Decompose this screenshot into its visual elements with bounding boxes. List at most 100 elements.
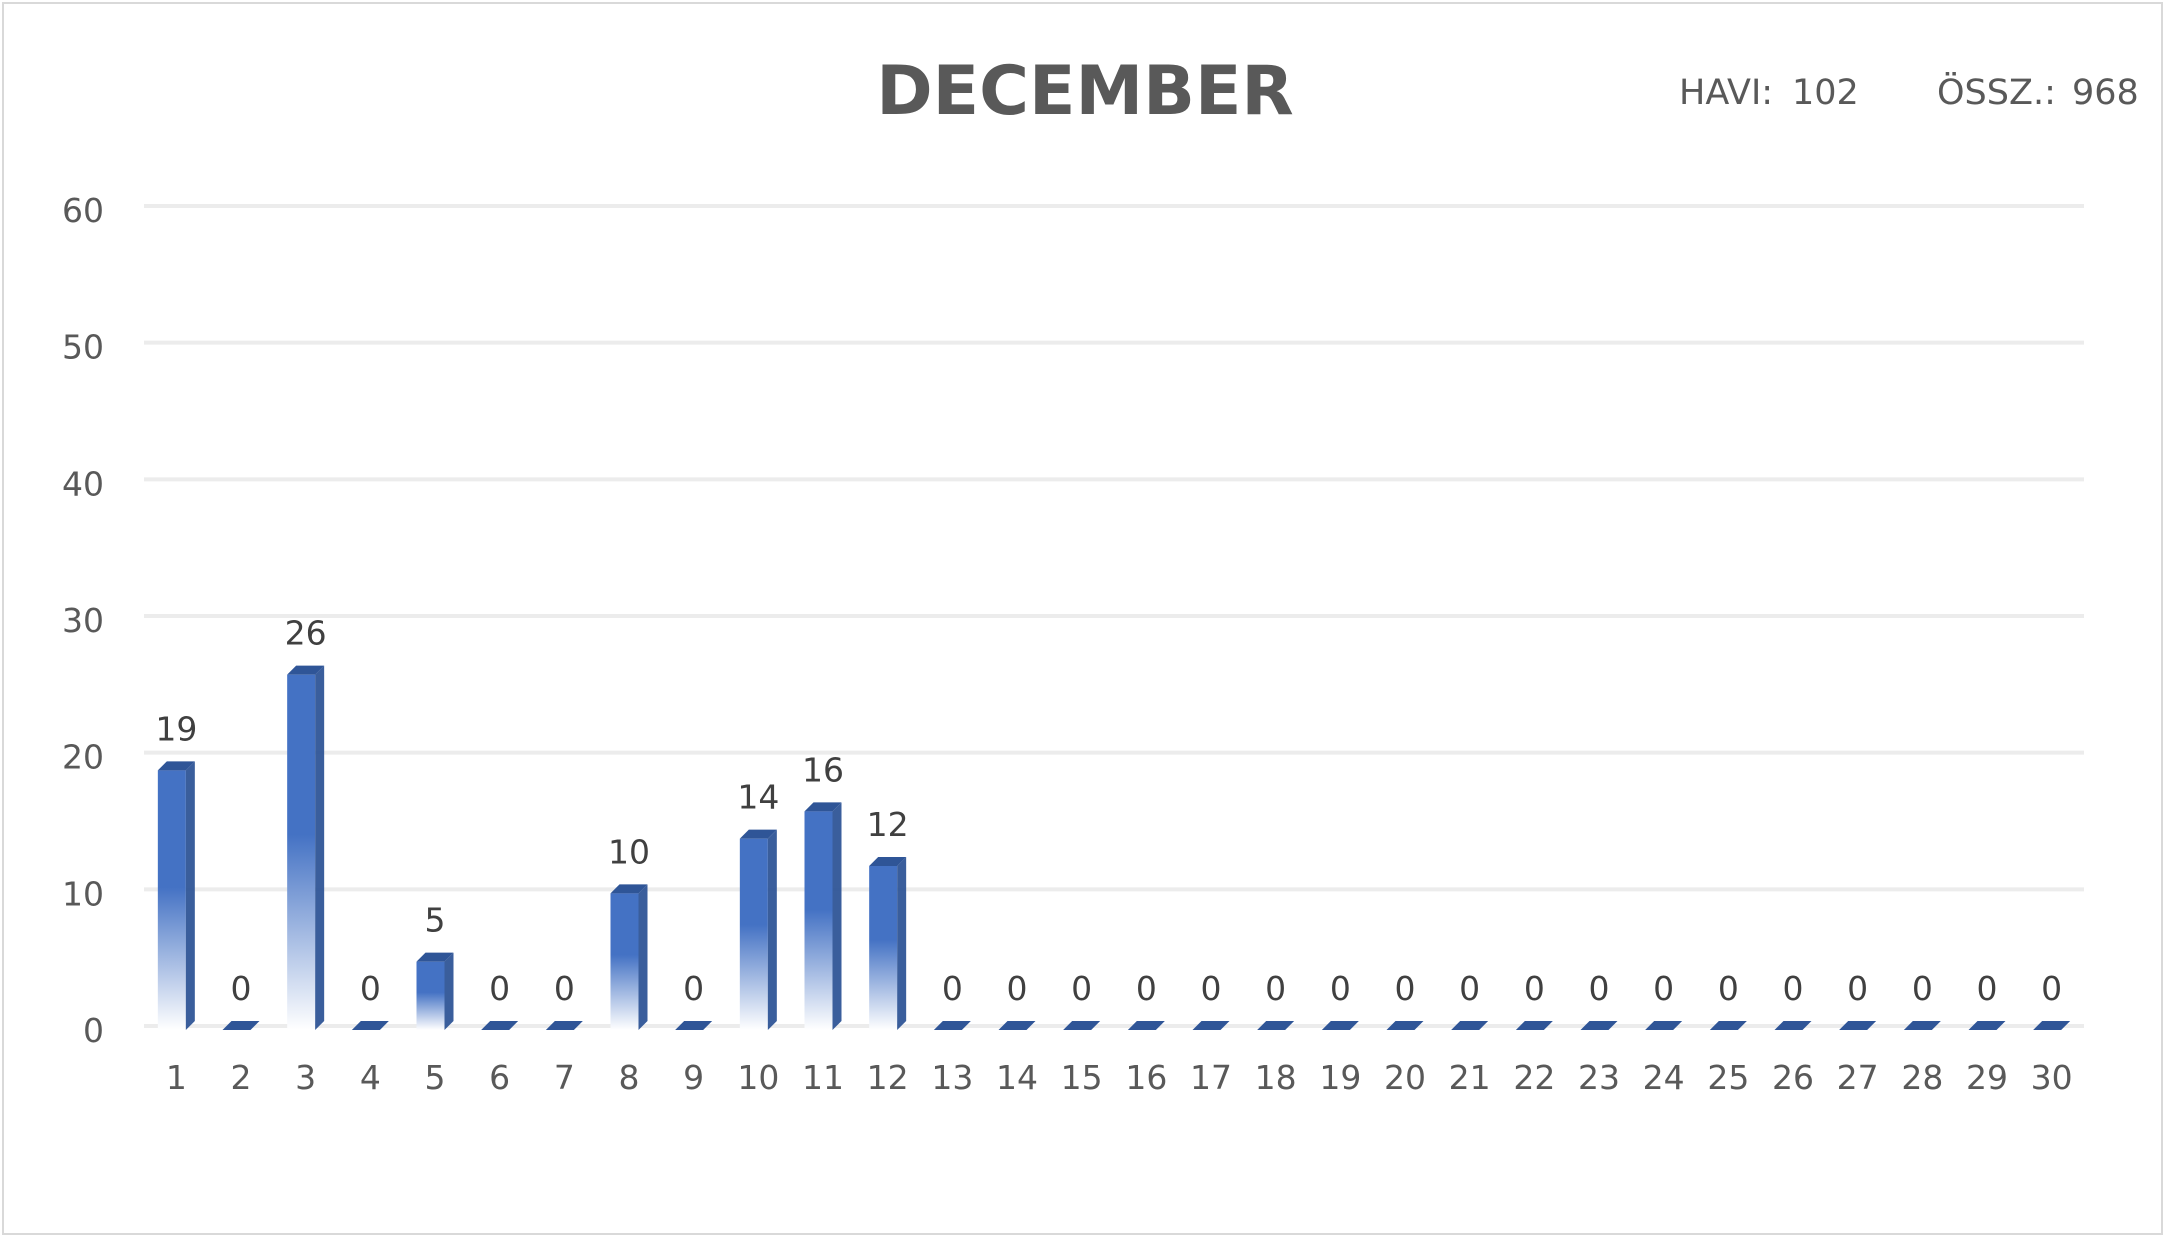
x-tick-label-20: 20 — [1384, 1058, 1426, 1097]
bar-flat — [481, 1021, 519, 1030]
bar-6 — [481, 1021, 519, 1030]
chart: DECEMBER HAVI: 102 ÖSSZ.: 968 0102030405… — [62, 52, 2139, 1097]
bar-15 — [1063, 1021, 1101, 1030]
bar-flat — [998, 1021, 1036, 1030]
data-label-22: 0 — [1524, 969, 1545, 1008]
data-label-30: 0 — [2041, 969, 2062, 1008]
bar-flat — [1321, 1021, 1359, 1030]
bar-28 — [1903, 1021, 1941, 1030]
data-label-9: 0 — [683, 969, 704, 1008]
bar-4 — [351, 1021, 389, 1030]
x-tick-label-6: 6 — [489, 1058, 510, 1097]
bar-side — [315, 665, 325, 1030]
x-tick-label-5: 5 — [425, 1058, 446, 1097]
bar-top — [416, 952, 454, 962]
x-tick-label-17: 17 — [1190, 1058, 1232, 1097]
bar-flat — [1386, 1021, 1424, 1030]
x-tick-label-3: 3 — [295, 1058, 316, 1097]
y-tick-label: 40 — [62, 464, 104, 503]
x-tick-label-13: 13 — [931, 1058, 973, 1097]
bar-24 — [1645, 1021, 1683, 1030]
data-label-3: 26 — [285, 614, 327, 653]
x-tick-label-8: 8 — [619, 1058, 640, 1097]
bar-5 — [416, 952, 454, 1030]
bar-flat — [1451, 1021, 1489, 1030]
gridlines — [144, 204, 2084, 1028]
data-label-27: 0 — [1847, 969, 1868, 1008]
x-tick-label-26: 26 — [1772, 1058, 1814, 1097]
summary-monthly-label: HAVI: — [1679, 73, 1773, 113]
data-label-25: 0 — [1718, 969, 1739, 1008]
bar-flat — [1903, 1021, 1941, 1030]
summary-monthly-value: 102 — [1792, 73, 1859, 113]
bar-23 — [1580, 1021, 1618, 1030]
y-tick-label: 20 — [62, 738, 104, 777]
bar-12 — [869, 857, 907, 1030]
bar-flat — [1192, 1021, 1230, 1030]
x-tick-label-9: 9 — [683, 1058, 704, 1097]
bar-flat — [2033, 1021, 2071, 1030]
data-label-24: 0 — [1653, 969, 1674, 1008]
data-label-7: 0 — [554, 969, 575, 1008]
bar-front — [157, 770, 186, 1030]
bar-side — [638, 884, 648, 1030]
bar-flat — [1515, 1021, 1553, 1030]
bar-30 — [2033, 1021, 2071, 1030]
bar-flat — [933, 1021, 971, 1030]
bar-11 — [804, 802, 842, 1030]
data-label-13: 0 — [942, 969, 963, 1008]
bar-17 — [1192, 1021, 1230, 1030]
bar-1 — [157, 761, 195, 1030]
x-tick-label-12: 12 — [867, 1058, 909, 1097]
data-label-16: 0 — [1136, 969, 1157, 1008]
data-label-20: 0 — [1395, 969, 1416, 1008]
x-tick-label-25: 25 — [1707, 1058, 1749, 1097]
bar-flat — [1839, 1021, 1877, 1030]
data-label-2: 0 — [231, 969, 252, 1008]
y-tick-label: 50 — [62, 328, 104, 367]
x-tick-label-27: 27 — [1837, 1058, 1879, 1097]
bar-front — [287, 674, 316, 1030]
bar-flat — [1257, 1021, 1295, 1030]
x-tick-label-15: 15 — [1061, 1058, 1103, 1097]
x-tick-label-11: 11 — [802, 1058, 844, 1097]
x-tick-label-24: 24 — [1643, 1058, 1685, 1097]
x-tick-label-29: 29 — [1966, 1058, 2008, 1097]
summary-total-value: 968 — [2072, 73, 2139, 113]
x-axis-ticks: 1 2 3 4 5 6 7 8 9 10 11 12 13 14 15 16 17 18 19 20 21 22 23 24 2… — [166, 1058, 2073, 1097]
data-label-17: 0 — [1201, 969, 1222, 1008]
y-axis-ticks: 0 10 20 30 40 50 60 — [62, 191, 104, 1050]
bar-22 — [1515, 1021, 1553, 1030]
data-label-1: 19 — [155, 709, 197, 748]
bar-21 — [1451, 1021, 1489, 1030]
chart-title: DECEMBER — [876, 52, 1294, 131]
bar-25 — [1709, 1021, 1747, 1030]
bar-29 — [1968, 1021, 2006, 1030]
data-label-4: 0 — [360, 969, 381, 1008]
bar-20 — [1386, 1021, 1424, 1030]
x-tick-label-21: 21 — [1449, 1058, 1491, 1097]
data-label-11: 16 — [802, 750, 844, 789]
data-label-10: 14 — [737, 778, 779, 817]
bar-side — [444, 952, 454, 1030]
bar-top — [287, 665, 325, 675]
bar-front — [804, 811, 833, 1030]
bar-27 — [1839, 1021, 1877, 1030]
data-label-12: 12 — [867, 805, 909, 844]
bar-flat — [1580, 1021, 1618, 1030]
bar-top — [739, 829, 777, 839]
bar-3 — [287, 665, 325, 1030]
data-label-29: 0 — [1977, 969, 1998, 1008]
data-label-23: 0 — [1589, 969, 1610, 1008]
x-tick-label-28: 28 — [1901, 1058, 1943, 1097]
bar-26 — [1774, 1021, 1812, 1030]
bar-8 — [610, 884, 648, 1030]
x-tick-label-16: 16 — [1125, 1058, 1167, 1097]
x-tick-label-14: 14 — [996, 1058, 1038, 1097]
bar-flat — [351, 1021, 389, 1030]
data-label-8: 10 — [608, 832, 650, 871]
data-label-14: 0 — [1007, 969, 1028, 1008]
bar-19 — [1321, 1021, 1359, 1030]
bar-flat — [1063, 1021, 1101, 1030]
